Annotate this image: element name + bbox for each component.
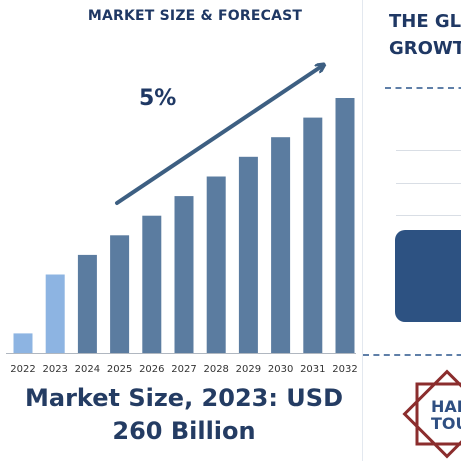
x-tick-label: 2023: [42, 364, 67, 375]
growth-heading-line-1: THE GL: [389, 11, 461, 32]
highlight-card: [395, 230, 461, 322]
bar-2026: [142, 215, 162, 353]
x-tick-label: 2027: [171, 364, 196, 375]
dashed-divider-top: [385, 87, 461, 89]
x-tick-label: 2031: [300, 364, 325, 375]
separator-line: [396, 183, 461, 184]
bar-2023: [45, 274, 65, 353]
x-tick-label: 2030: [268, 364, 293, 375]
bar-2030: [271, 137, 291, 353]
market-size-line-2: 260 Billion: [112, 417, 256, 445]
x-tick-label: 2029: [236, 364, 261, 375]
bar-chart: 2022 2023 2024 2025 2026 2027 2028 2029 2030 2031…: [6, 0, 358, 375]
bar-2024: [77, 254, 97, 353]
panel-divider: [362, 0, 363, 461]
x-tick-label: 2022: [10, 364, 35, 375]
bar-2031: [303, 117, 323, 353]
growth-rate-label: 5%: [139, 86, 177, 111]
growth-panel: THE GL GROWT HALA TOUR: [363, 0, 461, 461]
dashed-divider-bottom: [363, 354, 461, 356]
market-size-text: Market Size, 2023: USD 260 Billion: [0, 382, 368, 448]
market-size-line-1: Market Size, 2023: USD: [24, 384, 343, 412]
bar-2022: [13, 333, 33, 353]
x-tick-label: 2028: [203, 364, 228, 375]
growth-heading-line-2: GROWT: [389, 38, 461, 59]
badge-text-line-2: TOUR: [431, 414, 461, 433]
badge-text-line-1: HALA: [431, 397, 461, 416]
bar-2029: [238, 156, 258, 353]
separator-line: [396, 150, 461, 151]
growth-heading: THE GL GROWT: [389, 8, 461, 62]
x-tick-label: 2026: [139, 364, 164, 375]
separator-line: [396, 215, 461, 216]
market-panel: MARKET SIZE & FORECAST 2022 2023 2024 2025 2…: [6, 0, 358, 445]
x-tick-label: 2032: [332, 364, 357, 375]
halal-tourism-logo: [402, 369, 461, 459]
x-tick-label: 2024: [75, 364, 100, 375]
x-tick-label: 2025: [107, 364, 132, 375]
bar-2027: [174, 196, 194, 353]
chart-title: MARKET SIZE & FORECAST: [87, 8, 303, 24]
trend-arrow: [115, 66, 322, 205]
bar-2028: [206, 176, 226, 353]
bar-2032: [335, 98, 355, 353]
bar-2025: [110, 235, 130, 353]
